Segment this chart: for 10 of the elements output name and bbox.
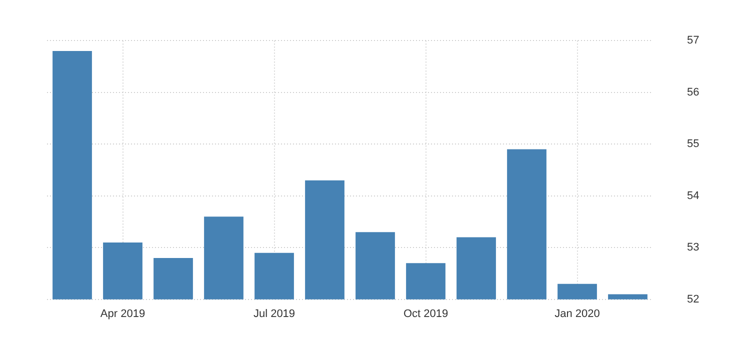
y-tick-label: 53 bbox=[687, 242, 700, 254]
x-tick-label: Oct 2019 bbox=[403, 308, 448, 320]
y-tick-label: 52 bbox=[687, 293, 700, 306]
x-tick-label: Apr 2019 bbox=[100, 308, 146, 320]
x-tick-label: Jul 2019 bbox=[253, 308, 296, 320]
y-tick-label: 54 bbox=[687, 190, 700, 202]
y-tick-label: 56 bbox=[687, 86, 700, 98]
x-tick-label: Jan 2020 bbox=[554, 308, 600, 320]
y-tick-label: 57 bbox=[687, 34, 700, 47]
y-tick-label: 55 bbox=[687, 138, 700, 150]
